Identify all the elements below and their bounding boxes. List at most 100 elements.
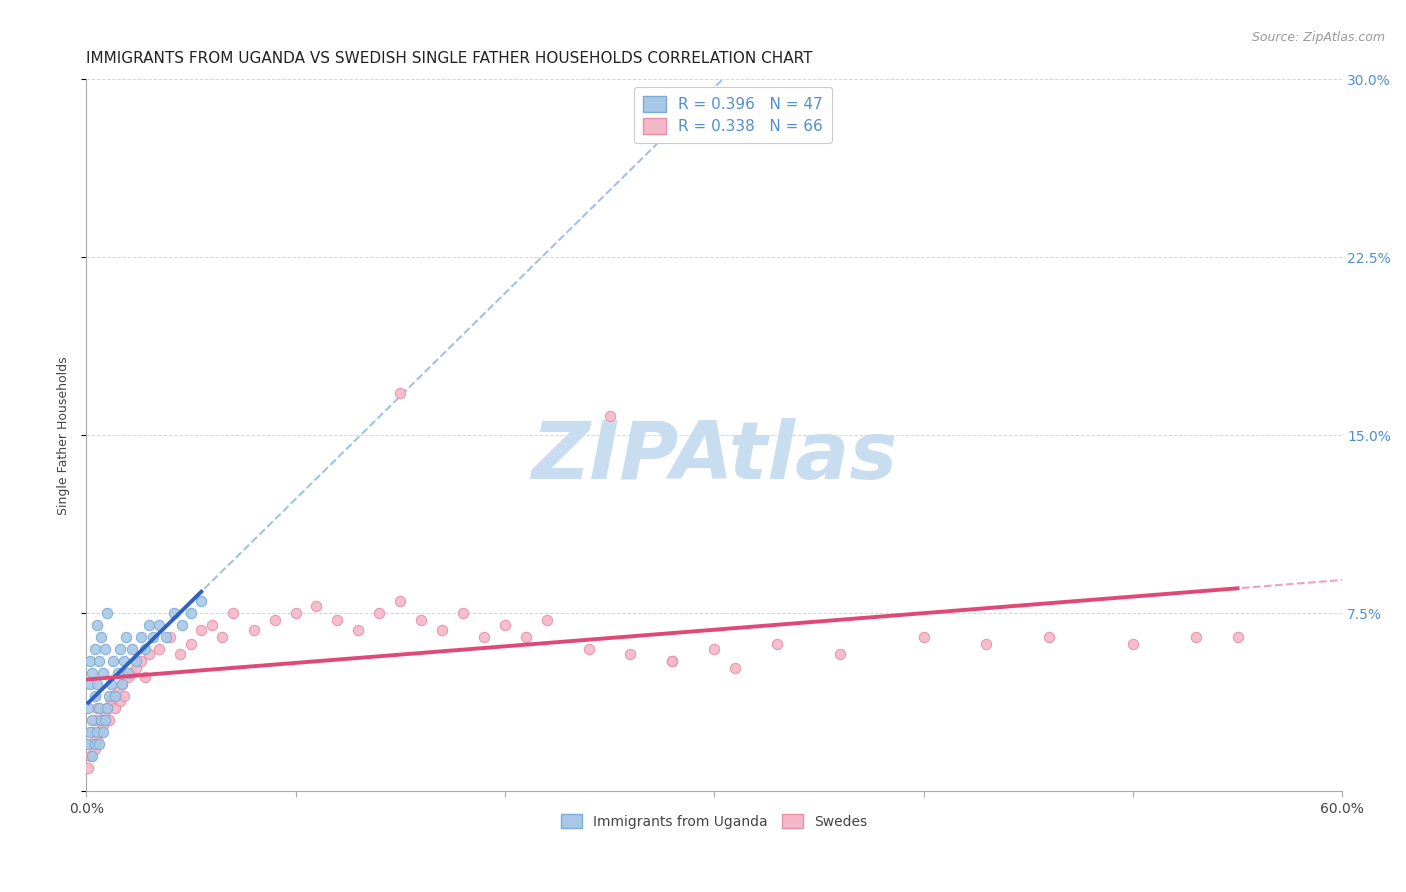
Point bbox=[86, 732, 108, 747]
Point bbox=[976, 637, 998, 651]
Point bbox=[112, 654, 135, 668]
Point bbox=[129, 654, 152, 668]
Point bbox=[305, 599, 328, 614]
Point bbox=[94, 708, 117, 723]
Point bbox=[86, 677, 108, 691]
Point bbox=[148, 641, 170, 656]
Point bbox=[83, 713, 105, 727]
Point bbox=[148, 618, 170, 632]
Point bbox=[1184, 630, 1206, 644]
Point bbox=[82, 725, 104, 739]
Point bbox=[389, 385, 412, 400]
Point bbox=[91, 725, 114, 739]
Y-axis label: Single Father Households: Single Father Households bbox=[58, 356, 70, 515]
Point bbox=[242, 623, 264, 637]
Text: IMMIGRANTS FROM UGANDA VS SWEDISH SINGLE FATHER HOUSEHOLDS CORRELATION CHART: IMMIGRANTS FROM UGANDA VS SWEDISH SINGLE… bbox=[86, 51, 813, 66]
Point bbox=[121, 665, 143, 680]
Point bbox=[77, 701, 100, 715]
Point bbox=[661, 654, 683, 668]
Point bbox=[77, 760, 100, 774]
Point bbox=[79, 725, 101, 739]
Point bbox=[87, 701, 110, 715]
Point bbox=[87, 654, 110, 668]
Point bbox=[1226, 630, 1249, 644]
Point bbox=[411, 614, 433, 628]
Point bbox=[100, 677, 122, 691]
Point bbox=[129, 630, 152, 644]
Point bbox=[87, 725, 110, 739]
Point bbox=[86, 701, 108, 715]
Point bbox=[82, 737, 104, 751]
Point bbox=[104, 701, 127, 715]
Point bbox=[599, 409, 621, 424]
Point bbox=[138, 647, 160, 661]
Point bbox=[134, 670, 156, 684]
Point bbox=[1122, 637, 1144, 651]
Point bbox=[100, 694, 122, 708]
Point bbox=[163, 607, 186, 621]
Point bbox=[108, 694, 131, 708]
Point bbox=[619, 647, 641, 661]
Point bbox=[142, 630, 165, 644]
Point bbox=[96, 607, 118, 621]
Point bbox=[90, 713, 112, 727]
Point bbox=[82, 713, 104, 727]
Point bbox=[190, 594, 212, 608]
Point bbox=[79, 677, 101, 691]
Point bbox=[90, 713, 112, 727]
Point bbox=[103, 654, 125, 668]
Point bbox=[111, 677, 134, 691]
Point bbox=[766, 637, 789, 651]
Point bbox=[82, 748, 104, 763]
Point bbox=[211, 630, 233, 644]
Point bbox=[222, 607, 245, 621]
Point bbox=[107, 665, 129, 680]
Point bbox=[86, 725, 108, 739]
Point bbox=[169, 647, 191, 661]
Point bbox=[82, 665, 104, 680]
Point bbox=[138, 618, 160, 632]
Point bbox=[91, 718, 114, 732]
Point bbox=[180, 607, 202, 621]
Point bbox=[83, 737, 105, 751]
Point bbox=[451, 607, 474, 621]
Point bbox=[536, 614, 558, 628]
Point bbox=[86, 618, 108, 632]
Point bbox=[828, 647, 851, 661]
Point bbox=[104, 690, 127, 704]
Point bbox=[180, 637, 202, 651]
Point bbox=[117, 670, 139, 684]
Point bbox=[79, 654, 101, 668]
Point bbox=[125, 654, 148, 668]
Text: Source: ZipAtlas.com: Source: ZipAtlas.com bbox=[1251, 31, 1385, 45]
Point bbox=[155, 630, 177, 644]
Point bbox=[83, 641, 105, 656]
Point bbox=[661, 654, 683, 668]
Legend: Immigrants from Uganda, Swedes: Immigrants from Uganda, Swedes bbox=[555, 808, 873, 834]
Point bbox=[108, 641, 131, 656]
Point bbox=[326, 614, 349, 628]
Point bbox=[494, 618, 516, 632]
Point bbox=[159, 630, 181, 644]
Point bbox=[284, 607, 307, 621]
Point bbox=[190, 623, 212, 637]
Point bbox=[96, 701, 118, 715]
Point bbox=[912, 630, 935, 644]
Point bbox=[347, 623, 370, 637]
Point bbox=[121, 641, 143, 656]
Point bbox=[368, 607, 391, 621]
Point bbox=[201, 618, 224, 632]
Point bbox=[87, 737, 110, 751]
Point bbox=[98, 690, 121, 704]
Point bbox=[117, 665, 139, 680]
Point bbox=[94, 713, 117, 727]
Point bbox=[83, 741, 105, 756]
Point bbox=[107, 684, 129, 698]
Point bbox=[91, 665, 114, 680]
Point bbox=[472, 630, 495, 644]
Point bbox=[1038, 630, 1060, 644]
Point bbox=[134, 641, 156, 656]
Point bbox=[703, 641, 725, 656]
Point bbox=[389, 594, 412, 608]
Point bbox=[115, 630, 138, 644]
